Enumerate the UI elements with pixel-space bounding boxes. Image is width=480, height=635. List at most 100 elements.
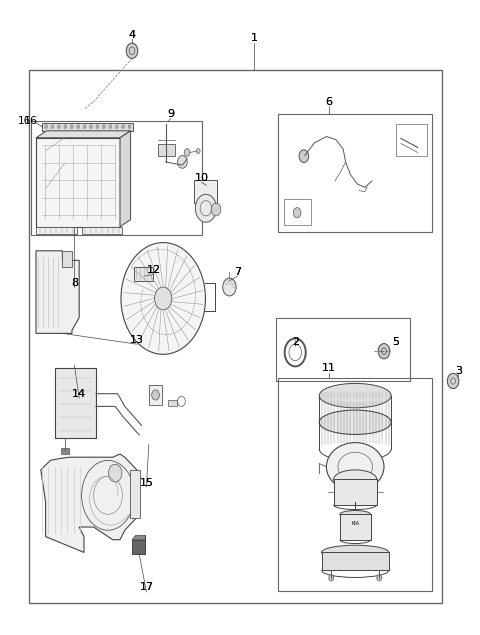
Text: 12: 12 bbox=[146, 265, 161, 275]
Text: 15: 15 bbox=[139, 478, 154, 488]
Circle shape bbox=[377, 575, 382, 581]
Circle shape bbox=[299, 150, 309, 163]
Bar bbox=[55, 368, 96, 438]
Circle shape bbox=[293, 208, 301, 218]
Bar bbox=[62, 251, 72, 267]
Circle shape bbox=[121, 243, 205, 354]
Text: KIA: KIA bbox=[351, 521, 359, 526]
Circle shape bbox=[96, 124, 99, 128]
Bar bbox=[168, 400, 177, 406]
Circle shape bbox=[109, 124, 112, 128]
Bar bbox=[149, 385, 162, 405]
Bar bbox=[61, 448, 69, 454]
Bar bbox=[31, 121, 202, 235]
Bar bbox=[130, 470, 140, 518]
Polygon shape bbox=[132, 535, 145, 540]
Text: 3: 3 bbox=[455, 366, 462, 377]
Text: 2: 2 bbox=[292, 337, 299, 347]
Text: 13: 13 bbox=[130, 335, 144, 345]
Text: 17: 17 bbox=[139, 582, 154, 592]
Bar bbox=[276, 318, 410, 381]
Text: 10: 10 bbox=[194, 173, 209, 183]
Circle shape bbox=[108, 464, 122, 482]
Ellipse shape bbox=[326, 443, 384, 491]
Bar bbox=[36, 138, 120, 227]
Circle shape bbox=[329, 575, 334, 581]
Bar bbox=[29, 70, 442, 603]
Text: 5: 5 bbox=[393, 337, 399, 347]
Text: 9: 9 bbox=[167, 109, 174, 119]
Text: 16: 16 bbox=[18, 116, 31, 126]
Text: 4: 4 bbox=[129, 30, 135, 40]
Circle shape bbox=[45, 124, 48, 128]
Circle shape bbox=[51, 124, 54, 128]
Text: 7: 7 bbox=[234, 267, 241, 277]
Text: 12: 12 bbox=[146, 265, 161, 275]
Circle shape bbox=[115, 124, 118, 128]
Bar bbox=[82, 227, 122, 234]
Text: 8: 8 bbox=[71, 277, 78, 288]
Ellipse shape bbox=[340, 511, 371, 518]
Text: 1: 1 bbox=[251, 33, 258, 43]
Circle shape bbox=[77, 124, 80, 128]
Bar bbox=[42, 123, 133, 131]
Text: 7: 7 bbox=[234, 267, 241, 277]
Text: 6: 6 bbox=[325, 97, 332, 107]
Text: 11: 11 bbox=[322, 363, 336, 373]
Text: 14: 14 bbox=[72, 389, 86, 399]
Circle shape bbox=[126, 43, 138, 58]
Bar bbox=[278, 114, 432, 232]
Text: 2: 2 bbox=[292, 337, 299, 347]
Ellipse shape bbox=[319, 410, 391, 434]
Circle shape bbox=[122, 124, 125, 128]
Circle shape bbox=[83, 124, 86, 128]
Text: 6: 6 bbox=[325, 97, 332, 107]
Circle shape bbox=[58, 124, 60, 128]
Text: 16: 16 bbox=[24, 116, 38, 126]
Text: 13: 13 bbox=[130, 335, 144, 345]
Polygon shape bbox=[41, 454, 137, 552]
Circle shape bbox=[152, 390, 159, 400]
Polygon shape bbox=[120, 131, 131, 227]
Circle shape bbox=[447, 373, 459, 389]
Text: 15: 15 bbox=[139, 478, 154, 488]
Circle shape bbox=[378, 344, 390, 359]
Text: 10: 10 bbox=[194, 173, 209, 183]
Bar bbox=[132, 540, 145, 554]
Polygon shape bbox=[36, 131, 131, 138]
Bar bbox=[284, 199, 311, 225]
Circle shape bbox=[128, 124, 131, 128]
Bar bbox=[340, 514, 371, 540]
Bar bbox=[158, 144, 175, 156]
Circle shape bbox=[211, 203, 221, 216]
Ellipse shape bbox=[334, 470, 377, 489]
Polygon shape bbox=[36, 251, 79, 333]
Circle shape bbox=[184, 149, 190, 156]
Circle shape bbox=[223, 278, 236, 296]
Text: 9: 9 bbox=[167, 109, 174, 119]
Text: 3: 3 bbox=[455, 366, 462, 377]
Text: 14: 14 bbox=[72, 389, 86, 399]
Circle shape bbox=[102, 124, 105, 128]
Bar bbox=[134, 267, 153, 281]
Text: 5: 5 bbox=[393, 337, 399, 347]
Bar bbox=[194, 180, 217, 203]
Ellipse shape bbox=[319, 384, 391, 408]
Text: 1: 1 bbox=[251, 33, 258, 43]
Circle shape bbox=[178, 156, 187, 168]
Circle shape bbox=[64, 124, 67, 128]
Text: 8: 8 bbox=[71, 277, 78, 288]
Circle shape bbox=[90, 124, 93, 128]
Bar bbox=[396, 124, 427, 156]
Circle shape bbox=[196, 149, 200, 154]
Ellipse shape bbox=[322, 545, 389, 559]
Bar bbox=[278, 378, 432, 591]
Circle shape bbox=[155, 287, 172, 310]
Text: 4: 4 bbox=[129, 30, 135, 40]
Bar bbox=[36, 227, 77, 234]
Circle shape bbox=[195, 194, 216, 222]
Circle shape bbox=[71, 124, 73, 128]
Bar bbox=[322, 552, 389, 570]
Bar bbox=[334, 479, 377, 505]
Text: 11: 11 bbox=[322, 363, 336, 373]
